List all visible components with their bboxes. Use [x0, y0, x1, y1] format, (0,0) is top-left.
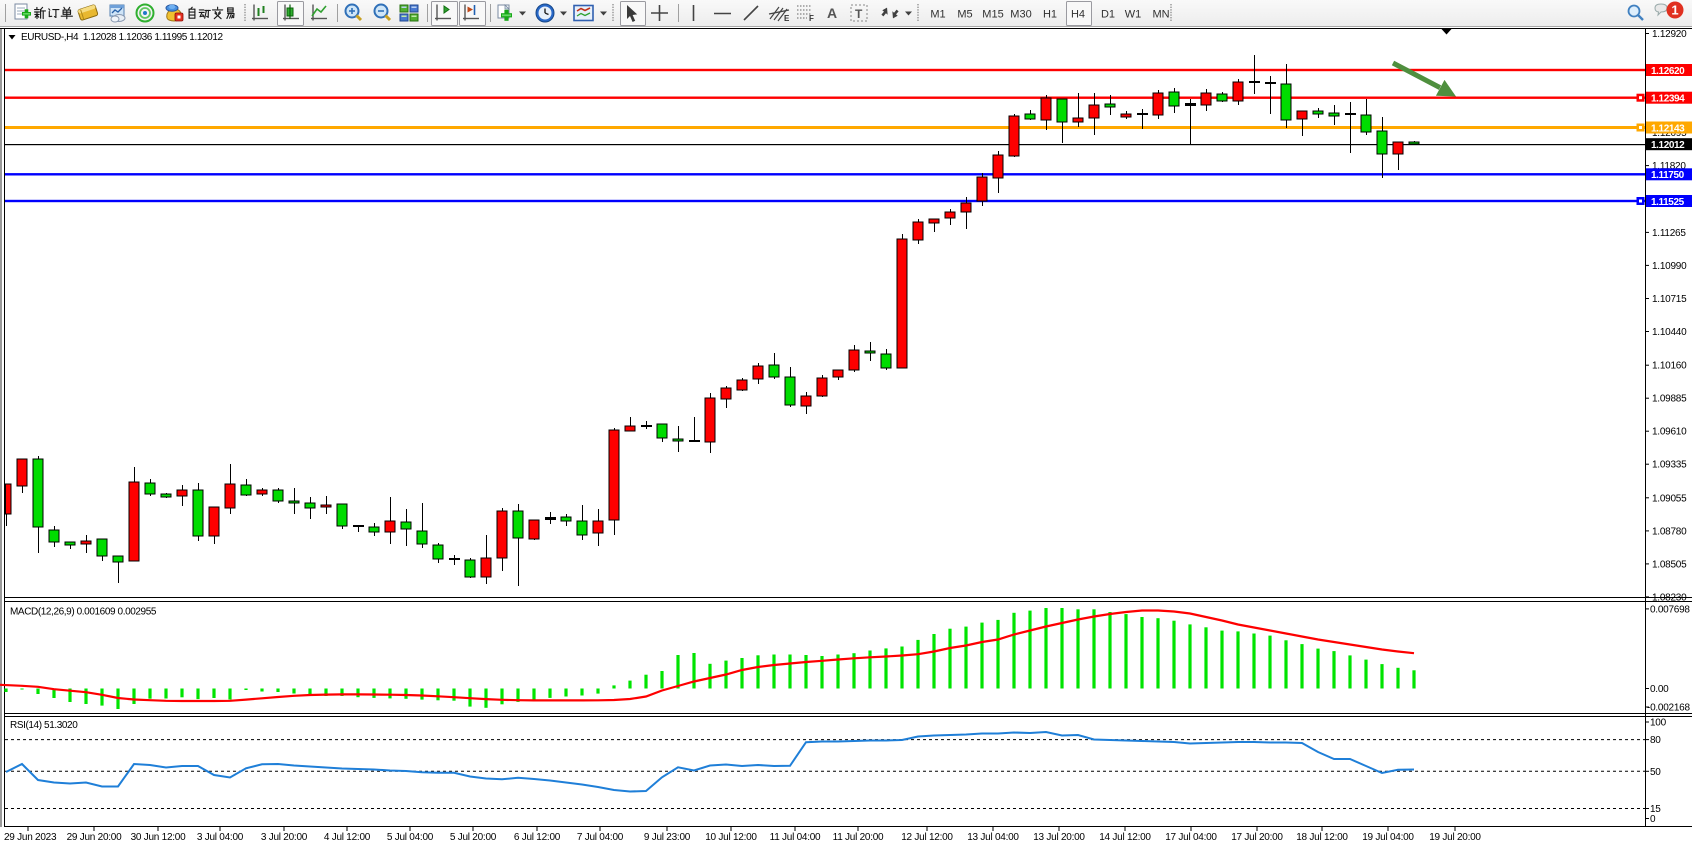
svg-text:100: 100: [1650, 718, 1667, 729]
svg-text:13 Jul 20:00: 13 Jul 20:00: [1033, 832, 1085, 843]
svg-text:0.00: 0.00: [1650, 684, 1669, 695]
svg-text:1.12620: 1.12620: [1651, 66, 1685, 77]
svg-text:1.12143: 1.12143: [1651, 123, 1685, 134]
svg-text:80: 80: [1650, 735, 1661, 746]
svg-text:19 Jul 04:00: 19 Jul 04:00: [1362, 832, 1414, 843]
svg-text:1.09610: 1.09610: [1652, 427, 1687, 438]
svg-text:M5: M5: [957, 9, 972, 21]
svg-text:17 Jul 04:00: 17 Jul 04:00: [1165, 832, 1217, 843]
svg-text:19 Jul 20:00: 19 Jul 20:00: [1429, 832, 1481, 843]
svg-text:-0.002168: -0.002168: [1647, 703, 1690, 714]
svg-text:29 Jun 2023: 29 Jun 2023: [4, 832, 57, 843]
svg-text:M30: M30: [1010, 9, 1031, 21]
svg-text:F: F: [809, 14, 814, 23]
svg-text:1.10990: 1.10990: [1652, 261, 1687, 272]
svg-text:14 Jul 12:00: 14 Jul 12:00: [1099, 832, 1151, 843]
svg-text:1.09335: 1.09335: [1652, 460, 1687, 471]
svg-text:M15: M15: [982, 9, 1003, 21]
svg-text:0: 0: [1650, 814, 1656, 825]
svg-text:1.09885: 1.09885: [1652, 394, 1687, 405]
svg-text:1.11265: 1.11265: [1652, 228, 1686, 239]
svg-text:30 Jun 12:00: 30 Jun 12:00: [131, 832, 187, 843]
svg-text:1.08505: 1.08505: [1652, 559, 1687, 570]
svg-text:D1: D1: [1101, 9, 1115, 21]
svg-text:EURUSD-,H4 1.12028 1.12036 1.: EURUSD-,H4 1.12028 1.12036 1.11995 1.120…: [21, 32, 223, 43]
svg-text:5 Jul 20:00: 5 Jul 20:00: [450, 832, 497, 843]
svg-text:13 Jul 04:00: 13 Jul 04:00: [967, 832, 1019, 843]
svg-text:H4: H4: [1071, 9, 1085, 21]
svg-text:11 Jul 04:00: 11 Jul 04:00: [770, 832, 821, 843]
svg-text:1.08230: 1.08230: [1652, 592, 1687, 603]
svg-text:1.10440: 1.10440: [1652, 327, 1687, 338]
svg-text:T: T: [855, 7, 863, 21]
svg-text:11 Jul 20:00: 11 Jul 20:00: [833, 832, 884, 843]
svg-text:H1: H1: [1043, 9, 1057, 21]
svg-text:29 Jun 20:00: 29 Jun 20:00: [67, 832, 123, 843]
svg-text:1: 1: [1671, 3, 1678, 18]
svg-text:1.10160: 1.10160: [1652, 361, 1687, 372]
svg-text:4 Jul 12:00: 4 Jul 12:00: [324, 832, 371, 843]
svg-text:1.12394: 1.12394: [1651, 94, 1685, 105]
svg-text:18 Jul 12:00: 18 Jul 12:00: [1296, 832, 1348, 843]
svg-text:E: E: [784, 14, 790, 23]
svg-text:1.12920: 1.12920: [1652, 29, 1687, 40]
svg-text:0.007698: 0.007698: [1650, 604, 1690, 615]
svg-text:A: A: [827, 5, 837, 21]
svg-text:W1: W1: [1125, 9, 1142, 21]
svg-text:MN: MN: [1152, 9, 1169, 21]
svg-text:1.10715: 1.10715: [1652, 294, 1687, 305]
svg-text:1.11750: 1.11750: [1651, 170, 1685, 181]
svg-text:M1: M1: [930, 9, 945, 21]
svg-text:9 Jul 23:00: 9 Jul 23:00: [644, 832, 691, 843]
svg-text:3 Jul 04:00: 3 Jul 04:00: [197, 832, 244, 843]
svg-text:12 Jul 12:00: 12 Jul 12:00: [901, 832, 953, 843]
svg-text:7 Jul 04:00: 7 Jul 04:00: [577, 832, 624, 843]
svg-text:17 Jul 20:00: 17 Jul 20:00: [1231, 832, 1283, 843]
svg-text:5 Jul 04:00: 5 Jul 04:00: [387, 832, 434, 843]
svg-text:1.09055: 1.09055: [1652, 493, 1687, 504]
svg-text:50: 50: [1650, 767, 1661, 778]
svg-text:3 Jul 20:00: 3 Jul 20:00: [261, 832, 308, 843]
svg-text:1.12012: 1.12012: [1651, 140, 1685, 151]
svg-text:1.11525: 1.11525: [1651, 197, 1685, 208]
svg-text:6 Jul 12:00: 6 Jul 12:00: [514, 832, 561, 843]
svg-text:1.08780: 1.08780: [1652, 526, 1687, 537]
svg-text:RSI(14) 51.3020: RSI(14) 51.3020: [10, 720, 78, 731]
svg-text:MACD(12,26,9) 0.001609 0.00295: MACD(12,26,9) 0.001609 0.002955: [10, 607, 157, 618]
svg-text:10 Jul 12:00: 10 Jul 12:00: [705, 832, 757, 843]
